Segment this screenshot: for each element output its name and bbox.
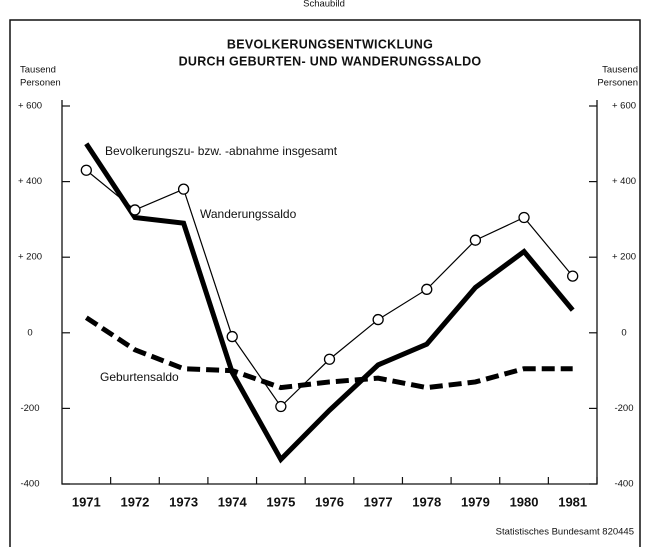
y-tick-label: -400 — [20, 479, 39, 490]
point — [469, 234, 482, 246]
x-tick-label: 1971 — [72, 494, 101, 509]
y-tick-label: + 200 — [18, 252, 42, 263]
point — [518, 211, 530, 224]
x-tick-label: 1975 — [266, 494, 295, 509]
y2-axis-label: Personen — [597, 78, 638, 89]
chart-title: DURCH GEBURTEN- UND WANDERUNGSSALDO — [179, 54, 482, 68]
point — [372, 313, 384, 326]
x-tick-label: 1976 — [315, 494, 344, 509]
x-tick-label: 1981 — [558, 494, 587, 509]
series-label: Geburtensaldo — [100, 370, 179, 384]
plot-frame — [61, 100, 598, 485]
point — [275, 400, 287, 413]
y2-tick-label: + 200 — [612, 252, 636, 263]
series-line — [84, 142, 575, 464]
chart-title: BEVOLKERUNGSENTWICKLUNG — [227, 37, 433, 51]
series-label: Bevolkerungszu- bzw. -abnahme insgesamt — [105, 144, 338, 158]
y2-tick-label: -400 — [614, 479, 633, 490]
y2-tick-label: -200 — [614, 403, 633, 414]
point — [567, 270, 579, 282]
point — [177, 183, 190, 195]
y2-tick-label: + 600 — [612, 101, 636, 112]
y-tick-label: -200 — [20, 403, 39, 414]
x-tick-label: 1980 — [510, 494, 539, 509]
source: Statistisches Bundesamt 820445 — [496, 527, 634, 538]
y2-axis-label: Tausend — [602, 65, 638, 76]
point — [129, 204, 141, 216]
x-tick-label: 1974 — [218, 494, 248, 509]
y2-tick-label: 0 — [621, 327, 626, 338]
x-tick-label: 1978 — [412, 494, 441, 509]
x-tick-label: 1977 — [364, 494, 393, 509]
y-tick-label: 0 — [27, 327, 32, 338]
frame — [9, 19, 641, 547]
point — [226, 330, 238, 343]
x-tick-label: 1972 — [120, 494, 149, 509]
x-tick-label: 1979 — [461, 494, 490, 509]
y-tick-label: + 400 — [18, 176, 42, 187]
point — [421, 283, 433, 295]
series-label: Wanderungssaldo — [200, 207, 297, 221]
header: Schaubild — [303, 0, 345, 10]
y-axis-label: Personen — [20, 78, 61, 89]
x-tick-label: 1973 — [169, 494, 198, 509]
y-tick-label: + 600 — [18, 101, 42, 112]
point — [80, 164, 92, 176]
point — [323, 353, 336, 365]
y2-tick-label: + 400 — [612, 176, 636, 187]
y-axis-label: Tausend — [20, 65, 56, 76]
series-line — [84, 315, 573, 391]
